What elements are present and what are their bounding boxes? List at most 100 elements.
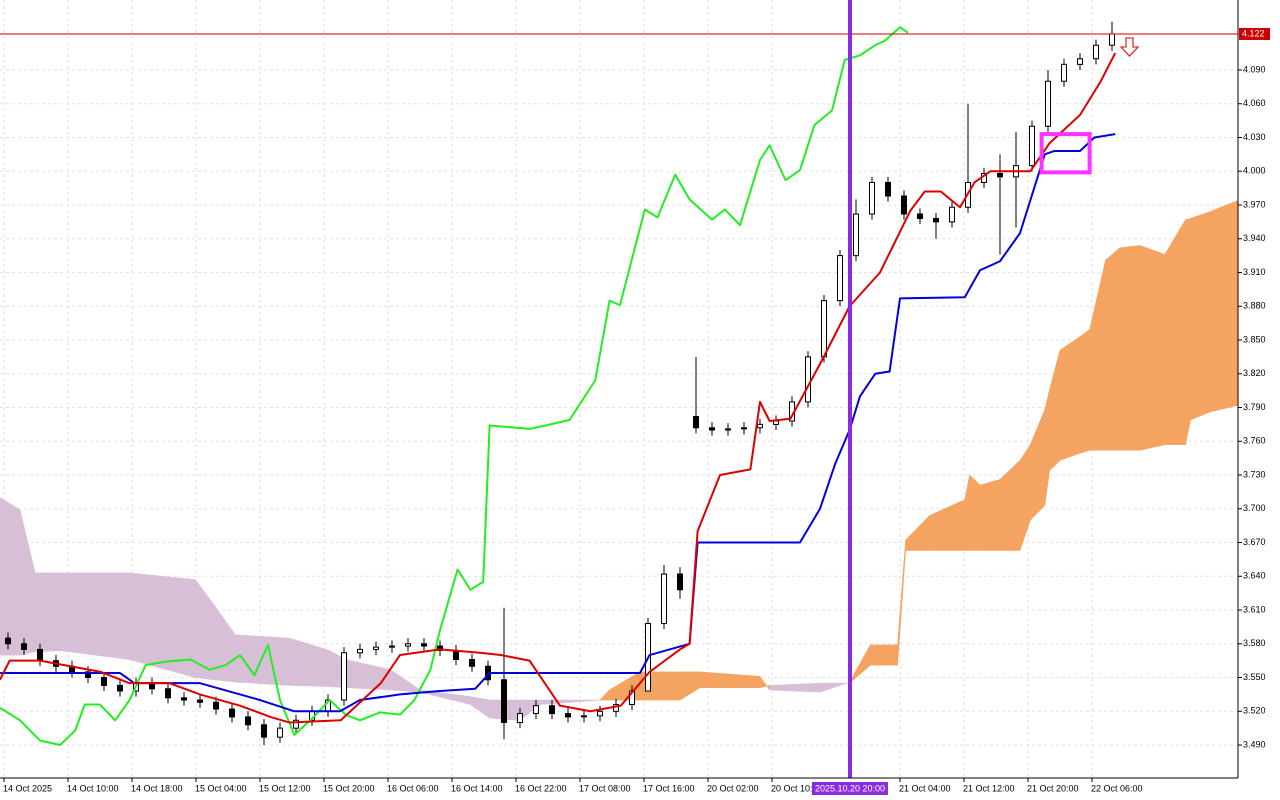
price-label: 4.122 bbox=[1242, 28, 1265, 38]
y-tick-label: 3.700 bbox=[1243, 503, 1266, 513]
candle-body bbox=[1093, 44, 1099, 60]
candle-body bbox=[549, 705, 555, 715]
highlight-box bbox=[1039, 132, 1092, 175]
candle-body bbox=[533, 705, 539, 715]
candle-body bbox=[85, 671, 91, 679]
x-tick-label: 14 Oct 2025 bbox=[3, 783, 52, 793]
y-tick-label: 4.000 bbox=[1243, 166, 1266, 176]
candle-body bbox=[1045, 80, 1051, 127]
candle-body bbox=[757, 423, 763, 429]
candle-body bbox=[773, 420, 779, 425]
cloud-segment bbox=[1119, 245, 1141, 451]
y-tick-label: 3.610 bbox=[1243, 604, 1266, 614]
candle-body bbox=[597, 710, 603, 717]
candle-body bbox=[213, 701, 219, 710]
y-tick-label: 3.910 bbox=[1243, 267, 1266, 277]
x-tick-label: 20 Oct 10:00 bbox=[771, 783, 823, 793]
candle-body bbox=[181, 697, 187, 701]
candle-body bbox=[869, 181, 875, 215]
indicator-line bbox=[0, 26, 909, 747]
x-tick-label: 21 Oct 04:00 bbox=[899, 783, 951, 793]
candle-body bbox=[261, 724, 267, 738]
cloud-segment bbox=[1059, 339, 1076, 461]
candle-body bbox=[437, 645, 443, 652]
x-tick-label: 14 Oct 18:00 bbox=[131, 783, 183, 793]
x-tick-label: 15 Oct 04:00 bbox=[195, 783, 247, 793]
y-tick-label: 3.580 bbox=[1243, 638, 1266, 648]
y-tick-label: 4.030 bbox=[1243, 132, 1266, 142]
candle-body bbox=[565, 713, 571, 718]
y-tick-label: 3.940 bbox=[1243, 233, 1266, 243]
cloud-segment bbox=[1139, 245, 1166, 451]
candle-body bbox=[821, 300, 827, 358]
candle-body bbox=[357, 648, 363, 654]
y-tick-label: 3.760 bbox=[1243, 436, 1266, 446]
x-tick-label: 21 Oct 20:00 bbox=[1027, 783, 1079, 793]
y-tick-label: 3.730 bbox=[1243, 469, 1266, 479]
candle-body bbox=[933, 217, 939, 223]
y-tick-label: 3.640 bbox=[1243, 571, 1266, 581]
candle-body bbox=[245, 716, 251, 726]
candle-body bbox=[405, 643, 411, 647]
candle-body bbox=[501, 679, 507, 724]
x-tick-label: 20 Oct 02:00 bbox=[707, 783, 759, 793]
time-label-bg bbox=[812, 782, 888, 795]
candle-body bbox=[885, 181, 891, 197]
y-tick-label: 3.670 bbox=[1243, 537, 1266, 547]
x-tick-label: 21 Oct 12:00 bbox=[963, 783, 1015, 793]
candle-body bbox=[197, 699, 203, 703]
y-tick-label: 3.550 bbox=[1243, 672, 1266, 682]
y-tick-label: 3.520 bbox=[1243, 706, 1266, 716]
y-tick-label: 3.820 bbox=[1243, 368, 1266, 378]
candle-body bbox=[341, 652, 347, 701]
x-tick-label: 14 Oct 10:00 bbox=[67, 783, 119, 793]
candle-body bbox=[373, 646, 379, 650]
x-tick-label: 16 Oct 14:00 bbox=[451, 783, 503, 793]
cloud-segment bbox=[59, 572, 130, 660]
y-tick-label: 4.090 bbox=[1243, 64, 1266, 74]
x-tick-label: 17 Oct 16:00 bbox=[643, 783, 695, 793]
x-tick-label: 15 Oct 12:00 bbox=[259, 783, 311, 793]
cloud-segment bbox=[1074, 329, 1090, 456]
cloud-segment bbox=[979, 479, 1001, 551]
candle-body bbox=[693, 416, 699, 429]
y-tick-label: 4.060 bbox=[1243, 98, 1266, 108]
candle-body bbox=[1029, 125, 1035, 167]
candle-body bbox=[741, 427, 747, 430]
candle-body bbox=[469, 659, 475, 667]
candle-body bbox=[389, 645, 395, 648]
y-tick-label: 3.970 bbox=[1243, 199, 1266, 209]
candle-body bbox=[37, 648, 43, 662]
time-label: 2025.10.20 20:00 bbox=[815, 783, 885, 793]
candle-body bbox=[853, 213, 859, 257]
candle-body bbox=[805, 356, 811, 403]
indicator-line bbox=[0, 52, 1117, 724]
cloud-segment bbox=[1185, 218, 1191, 445]
candle-body bbox=[277, 727, 283, 738]
x-tick-label: 16 Oct 22:00 bbox=[515, 783, 567, 793]
indicator-line bbox=[0, 133, 1116, 713]
cloud-segment bbox=[870, 644, 898, 666]
price-label-bg bbox=[1239, 27, 1270, 40]
y-tick-label: 3.490 bbox=[1243, 739, 1266, 749]
candle-body bbox=[725, 428, 731, 431]
x-tick-label: 22 Oct 06:00 bbox=[1091, 783, 1143, 793]
cloud-segment bbox=[1190, 211, 1210, 421]
candle-body bbox=[709, 427, 715, 431]
candle-body bbox=[101, 677, 107, 686]
candle-body bbox=[1077, 58, 1083, 65]
y-tick-label: 3.850 bbox=[1243, 334, 1266, 344]
y-tick-label: 3.880 bbox=[1243, 301, 1266, 311]
candle-body bbox=[837, 255, 843, 302]
candle-body bbox=[901, 195, 907, 215]
candle-body bbox=[421, 643, 427, 647]
cloud-segment bbox=[1164, 218, 1186, 445]
candle-body bbox=[581, 715, 587, 718]
candle-body bbox=[517, 713, 523, 724]
candle-body bbox=[1109, 33, 1115, 46]
candle-body bbox=[293, 719, 299, 729]
candle-body bbox=[229, 708, 235, 718]
candle-body bbox=[949, 206, 955, 223]
